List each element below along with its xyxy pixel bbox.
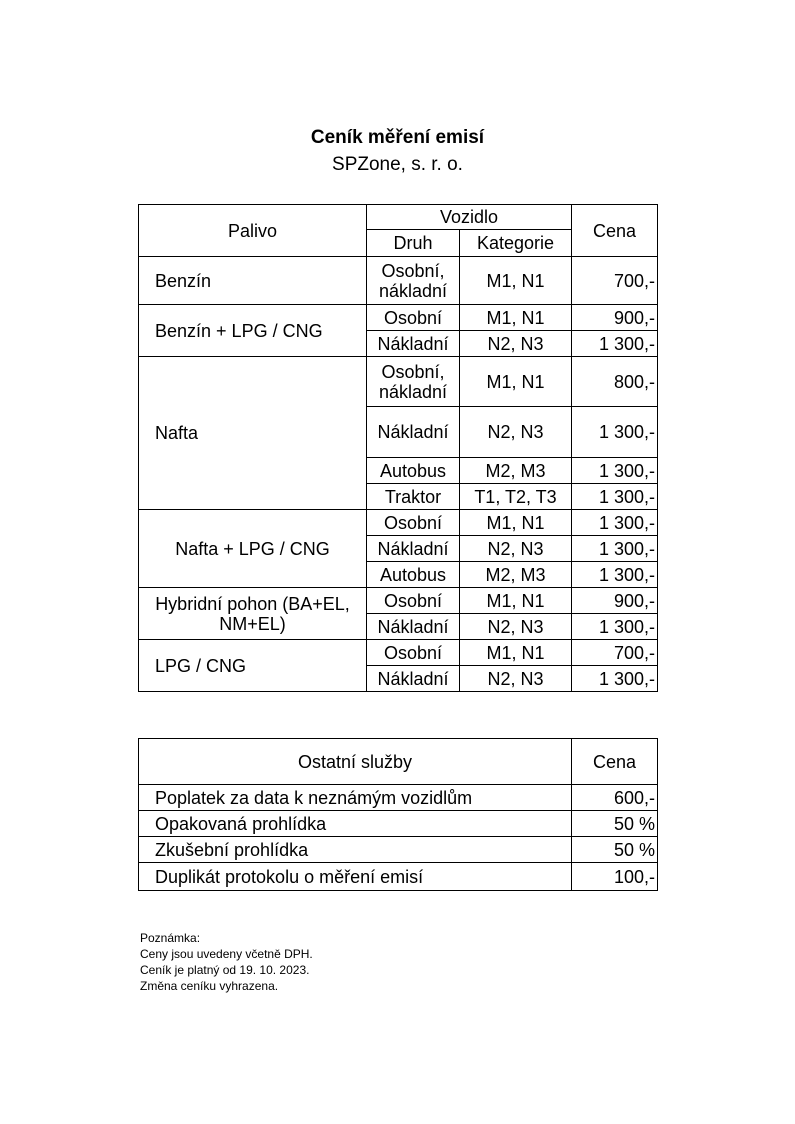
type-cell: Nákladní — [366, 535, 460, 562]
service-row: Duplikát protokolu o měření emisí 100,- — [138, 862, 658, 891]
price-cell: 1 300,- — [571, 509, 659, 536]
service-row: Zkušební prohlídka 50 % — [138, 836, 658, 863]
fuel-cell: Benzín — [138, 256, 367, 305]
table-row: Nafta + LPG / CNG Osobní M1, N1 1 300,- — [138, 509, 659, 588]
price-cell: 1 300,- — [571, 483, 659, 510]
type-cell: Osobní — [366, 304, 460, 331]
price-cell: 900,- — [571, 587, 659, 614]
category-cell: M1, N1 — [458, 509, 573, 536]
table-row: Traktor T1, T2, T3 1 300,- — [139, 483, 659, 510]
service-row: Opakovaná prohlídka 50 % — [138, 810, 658, 837]
price-cell: 1 300,- — [571, 665, 659, 692]
table-row: Nákladní N2, N3 1 300,- — [139, 613, 659, 640]
service-name: Duplikát protokolu o měření emisí — [138, 862, 572, 891]
header-service-price: Cena — [571, 738, 658, 785]
note: Poznámka: Ceny jsou uvedeny včetně DPH. … — [140, 930, 313, 994]
fuel-cell: Hybridní pohon (BA+EL, NM+EL) — [138, 587, 367, 640]
service-price: 600,- — [571, 784, 658, 811]
category-cell: M1, N1 — [458, 256, 573, 305]
category-cell: N2, N3 — [458, 665, 573, 692]
price-cell: 1 300,- — [571, 561, 659, 588]
note-label: Poznámka: — [140, 931, 201, 945]
price-cell: 1 300,- — [571, 457, 659, 484]
service-name: Poplatek za data k neznámým vozidlům — [138, 784, 572, 811]
header-price: Cena — [571, 204, 659, 257]
price-table: Palivo Vozidlo Cena Druh Kategorie Benzí… — [138, 204, 659, 692]
price-cell: 1 300,- — [571, 613, 659, 640]
category-cell: M1, N1 — [458, 587, 573, 614]
note-line: Změna ceníku vyhrazena. — [140, 979, 279, 993]
category-cell: N2, N3 — [458, 406, 573, 458]
services-table: Ostatní služby Cena Poplatek za data k n… — [138, 738, 658, 891]
price-cell: 1 300,- — [571, 406, 659, 458]
category-cell: N2, N3 — [458, 535, 573, 562]
category-cell: N2, N3 — [458, 330, 573, 357]
category-cell: T1, T2, T3 — [458, 483, 573, 510]
header-vehicle: Vozidlo — [365, 204, 573, 230]
price-cell: 800,- — [571, 356, 659, 407]
table-row: Benzín + LPG / CNG Osobní M1, N1 900,- — [138, 304, 659, 357]
header-type: Druh — [366, 229, 460, 257]
company-name: SPZone, s. r. o. — [332, 154, 463, 175]
category-cell: M1, N1 — [458, 356, 573, 407]
fuel-cell: Nafta + LPG / CNG — [138, 509, 367, 588]
category-cell: N2, N3 — [458, 613, 573, 640]
note-line: Ceny jsou uvedeny včetně DPH. — [140, 947, 313, 961]
header-category: Kategorie — [458, 229, 573, 257]
type-cell: Osobní — [366, 639, 460, 666]
type-cell: Nákladní — [366, 665, 460, 692]
price-cell: 1 300,- — [571, 330, 659, 357]
category-cell: M1, N1 — [458, 304, 573, 331]
table-row: Nákladní N2, N3 1 300,- — [139, 330, 659, 357]
type-cell: Osobní, nákladní — [366, 256, 460, 305]
service-name: Opakovaná prohlídka — [138, 810, 572, 837]
service-price: 50 % — [571, 810, 658, 837]
table-row: Nákladní N2, N3 1 300,- — [139, 535, 659, 562]
type-cell: Nákladní — [366, 613, 460, 640]
table-row: LPG / CNG Osobní M1, N1 700,- — [138, 639, 659, 692]
page-title: Ceník měření emisí — [310, 127, 485, 148]
category-cell: M1, N1 — [458, 639, 573, 666]
price-cell: 700,- — [571, 256, 659, 305]
type-cell: Nákladní — [366, 330, 460, 357]
service-price: 50 % — [571, 836, 658, 863]
category-cell: M2, M3 — [458, 561, 573, 588]
table-row: Nákladní N2, N3 1 300,- — [139, 665, 659, 692]
price-cell: 700,- — [571, 639, 659, 666]
type-cell: Nákladní — [366, 406, 460, 458]
table-row: Benzín Osobní, nákladní M1, N1 700,- — [138, 256, 659, 305]
header-fuel: Palivo — [138, 204, 367, 257]
table-row: Autobus M2, M3 1 300,- — [139, 457, 659, 484]
note-line: Ceník je platný od 19. 10. 2023. — [140, 963, 310, 977]
type-cell: Traktor — [366, 483, 460, 510]
type-cell: Autobus — [366, 457, 460, 484]
type-cell: Osobní, nákladní — [366, 356, 460, 407]
fuel-cell: Nafta — [138, 356, 367, 510]
price-cell: 1 300,- — [571, 535, 659, 562]
type-cell: Osobní — [366, 509, 460, 536]
service-price: 100,- — [571, 862, 658, 891]
header-service: Ostatní služby — [138, 738, 572, 785]
service-name: Zkušební prohlídka — [138, 836, 572, 863]
table-row: Nafta Osobní, nákladní M1, N1 800,- — [138, 356, 659, 510]
price-cell: 900,- — [571, 304, 659, 331]
type-cell: Autobus — [366, 561, 460, 588]
category-cell: M2, M3 — [458, 457, 573, 484]
service-row: Poplatek za data k neznámým vozidlům 600,… — [138, 784, 658, 811]
fuel-cell: LPG / CNG — [138, 639, 367, 692]
table-row: Autobus M2, M3 1 300,- — [139, 561, 659, 588]
fuel-cell: Benzín + LPG / CNG — [138, 304, 367, 357]
table-row: Nákladní N2, N3 1 300,- — [139, 406, 659, 458]
table-row: Hybridní pohon (BA+EL, NM+EL) Osobní M1, N… — [138, 587, 659, 640]
type-cell: Osobní — [366, 587, 460, 614]
